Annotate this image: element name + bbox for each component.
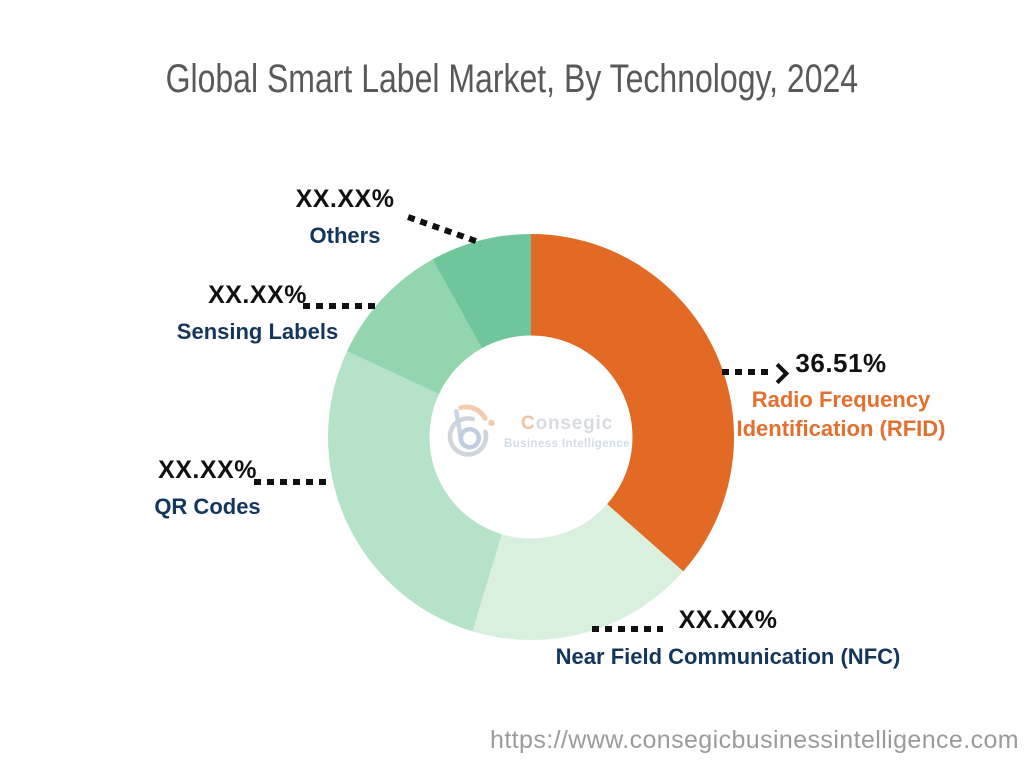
qr-codes-leader-line [254,479,327,485]
callout-nfc: XX.XX% Near Field Communication (NFC) [525,608,931,671]
donut-segment-rfid[interactable] [531,234,735,572]
chart-title: Global Smart Label Market, By Technology… [165,57,859,101]
donut-segment-nfc[interactable] [472,504,684,641]
consegic-logo: Consegic Business Intelligence [441,399,630,463]
footer-url: https://www.consegicbusinessintelligence… [490,726,1019,754]
donut-chart [327,234,735,641]
qr-codes-value: XX.XX% [158,456,257,484]
rfid-label: Radio Frequency Identification (RFID) [736,387,946,441]
rfid-leader-line [722,369,770,375]
sensing-labels-label: Sensing Labels [176,319,339,344]
donut-segment-others[interactable] [432,234,531,349]
sensing-labels-leader-line [303,303,379,309]
nfc-leader-line [592,626,663,632]
logo-brand-name: Consegic [521,412,613,434]
qr-codes-label: QR Codes [154,494,261,519]
nfc-label: Near Field Communication (NFC) [555,644,901,669]
donut-segment-sensing-labels[interactable] [347,259,482,395]
callout-rfid: 36.51% Radio Frequency Identification (R… [715,350,967,443]
logo-text: Consegic Business Intelligence [504,413,630,450]
consegic-logo-icon [447,404,495,457]
callout-sensing-labels: XX.XX% Sensing Labels [140,283,375,346]
rfid-value: 36.51% [795,348,887,378]
nfc-value: XX.XX% [678,606,778,634]
donut-segment-qr-codes[interactable] [327,351,502,632]
callout-others: XX.XX% Others [240,187,450,250]
logo-tagline: Business Intelligence [504,437,631,450]
sensing-labels-value: XX.XX% [208,281,307,309]
others-value: XX.XX% [295,185,395,213]
callout-qr-codes: XX.XX% QR Codes [105,458,310,521]
chart-title-wrap: Global Smart Label Market, By Technology… [0,57,1024,102]
others-label: Others [309,223,381,248]
